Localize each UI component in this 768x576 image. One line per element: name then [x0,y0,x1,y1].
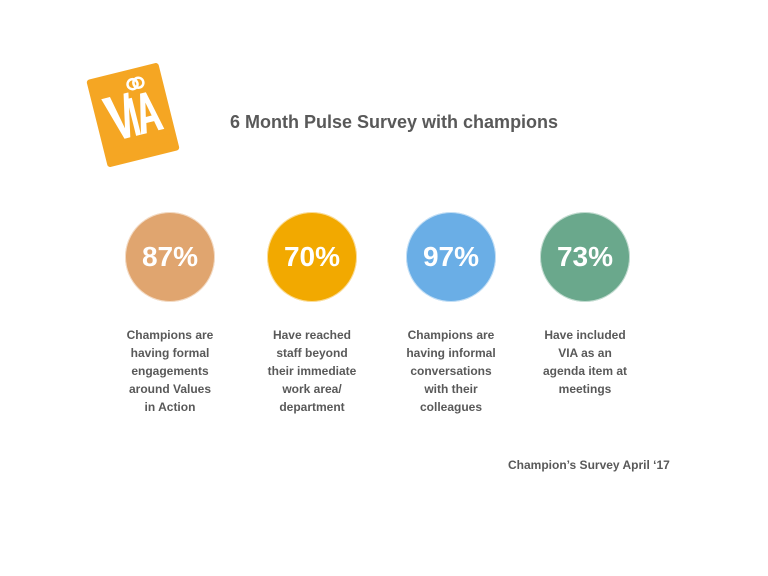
stat-informal-conversations: 97% Champions are having informal conver… [381,212,521,416]
stat-formal-engagements: 87% Champions are having formal engageme… [100,212,240,416]
survey-source: Champion’s Survey April ‘17 [508,458,670,472]
stat-circle: 87% [125,212,215,302]
stat-description: Have included VIA as an agenda item at m… [542,328,628,396]
stat-circle: 70% [267,212,357,302]
stat-reached-staff: 70% Have reached staff beyond their imme… [242,212,382,416]
stat-circle: 97% [406,212,496,302]
page-title: 6 Month Pulse Survey with champions [230,112,559,132]
via-logo [84,58,182,172]
stat-description: Champions are having formal engagements … [126,328,214,414]
stat-description: Have reached staff beyond their immediat… [267,328,357,414]
stat-description: Champions are having informal conversati… [406,328,496,414]
stat-circle: 73% [540,212,630,302]
stat-agenda-item: 73% Have included VIA as an agenda item … [515,212,655,398]
